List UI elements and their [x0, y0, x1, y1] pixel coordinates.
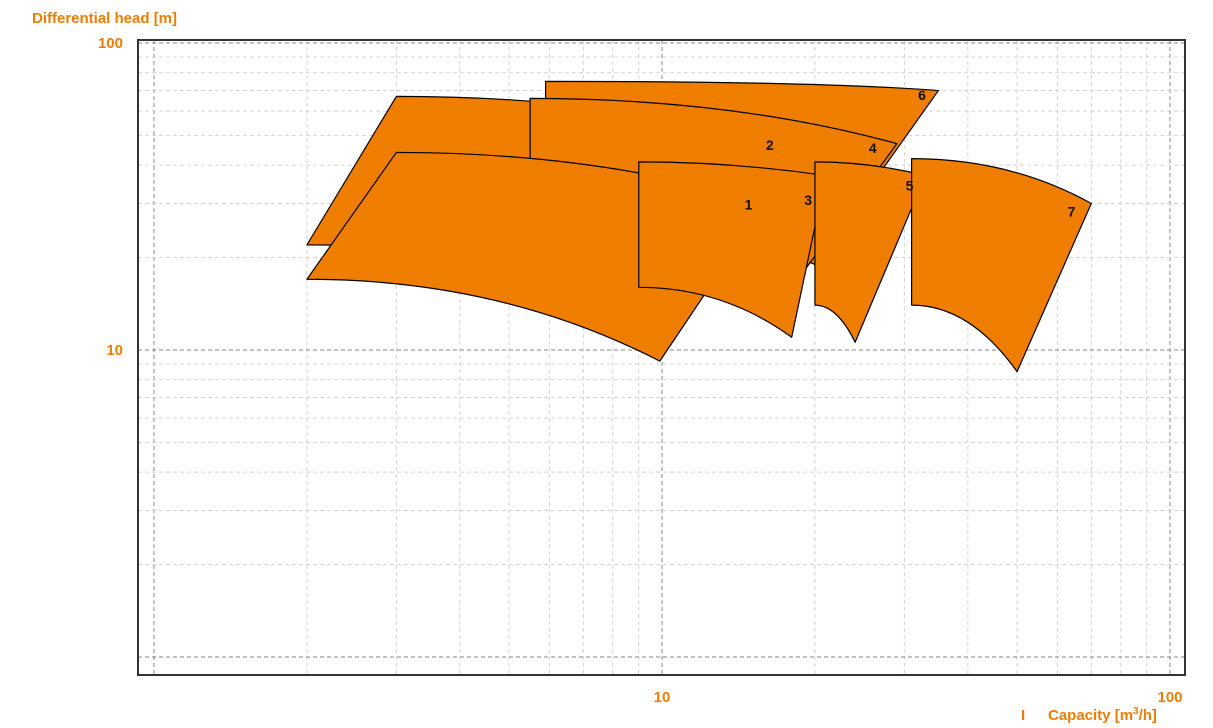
x-tick-label-100: 100 [1157, 689, 1182, 706]
region-label-1: 1 [745, 196, 753, 212]
region-labels: 1 2 3 4 5 6 7 [745, 87, 1076, 219]
y-axis-title: Differential head [m] [32, 10, 177, 27]
region-label-2: 2 [766, 137, 774, 153]
region-7 [911, 158, 1092, 373]
tick-labels: 10 100 10 100 [98, 35, 1183, 706]
y-tick-label-100: 100 [98, 35, 123, 52]
y-tick-label-10: 10 [106, 342, 123, 359]
performance-regions [306, 80, 1092, 373]
x-axis-prefix: I [1021, 707, 1025, 724]
region-label-5: 5 [906, 178, 914, 194]
x-axis-title: I Capacity [m3/h] [1021, 706, 1157, 724]
x-tick-label-10: 10 [654, 689, 671, 706]
region-3 [638, 161, 827, 338]
region-label-6: 6 [918, 87, 926, 103]
x-axis-title-text: Capacity [m3/h] [1048, 706, 1157, 724]
plot-frame [137, 39, 1186, 676]
region-label-3: 3 [804, 192, 812, 208]
region-label-7: 7 [1068, 203, 1076, 219]
region-label-4: 4 [869, 140, 877, 156]
